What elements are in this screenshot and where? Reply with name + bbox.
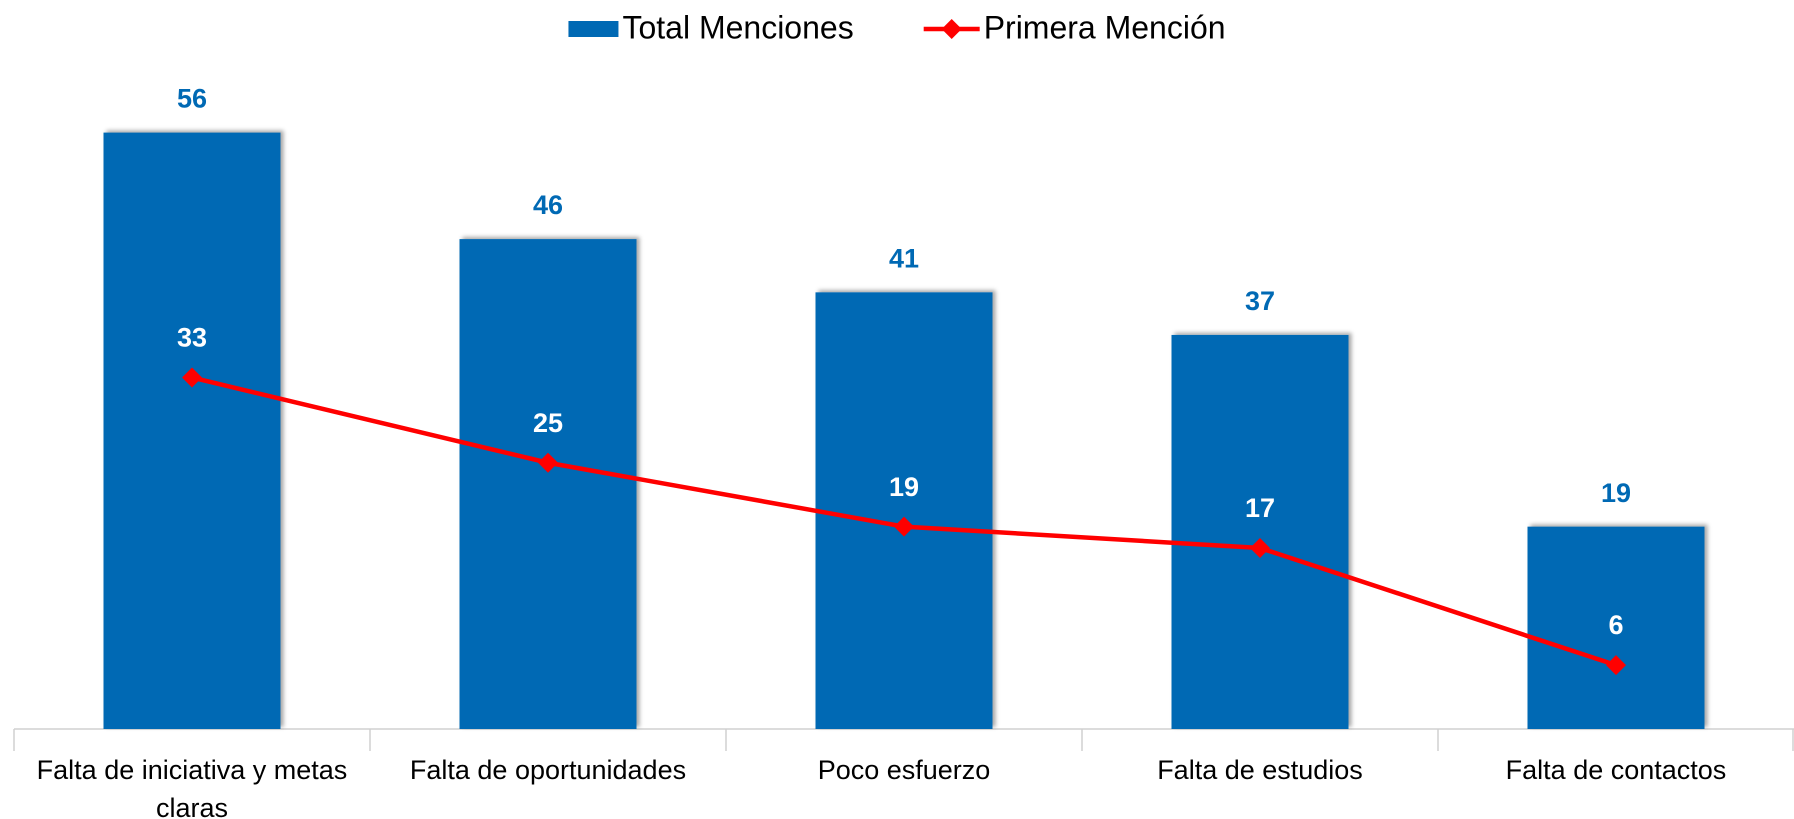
marker bbox=[538, 452, 558, 473]
legend-label: Total Menciones bbox=[622, 9, 853, 45]
x-tick-label: Poco esfuerzo bbox=[817, 755, 991, 785]
bar bbox=[1171, 334, 1349, 729]
x-tick-label: Falta de contactos bbox=[1505, 755, 1727, 785]
line-value-label: 17 bbox=[1245, 493, 1275, 523]
bar bbox=[815, 292, 993, 729]
marker bbox=[182, 367, 202, 388]
marker bbox=[1250, 537, 1270, 558]
line-value-label: 33 bbox=[177, 323, 207, 353]
legend-swatch bbox=[568, 21, 619, 37]
legend-marker bbox=[941, 19, 962, 39]
bar bbox=[1527, 526, 1705, 729]
marker bbox=[894, 516, 914, 537]
legend: Total Menciones Primera Mención bbox=[568, 9, 1226, 45]
line-value-label: 25 bbox=[533, 408, 563, 438]
legend-item: Total Menciones bbox=[568, 9, 854, 45]
bar-value-label: 56 bbox=[177, 84, 207, 114]
x-tick-label: Falta de iniciativa y metas claras bbox=[36, 755, 348, 819]
bar-value-label: 19 bbox=[1601, 478, 1631, 508]
legend-item: Primera Mención bbox=[923, 9, 1226, 45]
x-tick-label: Falta de oportunidades bbox=[409, 755, 687, 785]
line-value-label: 6 bbox=[1608, 610, 1623, 640]
bar-value-label: 37 bbox=[1245, 286, 1275, 316]
bar bbox=[459, 239, 637, 729]
bar-value-label: 41 bbox=[889, 243, 919, 273]
x-tick-label: Falta de estudios bbox=[1157, 755, 1363, 785]
line-value-label: 19 bbox=[889, 472, 919, 502]
bar-value-label: 46 bbox=[533, 190, 563, 220]
marker bbox=[1606, 655, 1626, 676]
bar bbox=[103, 132, 281, 730]
legend-label: Primera Mención bbox=[984, 9, 1226, 45]
